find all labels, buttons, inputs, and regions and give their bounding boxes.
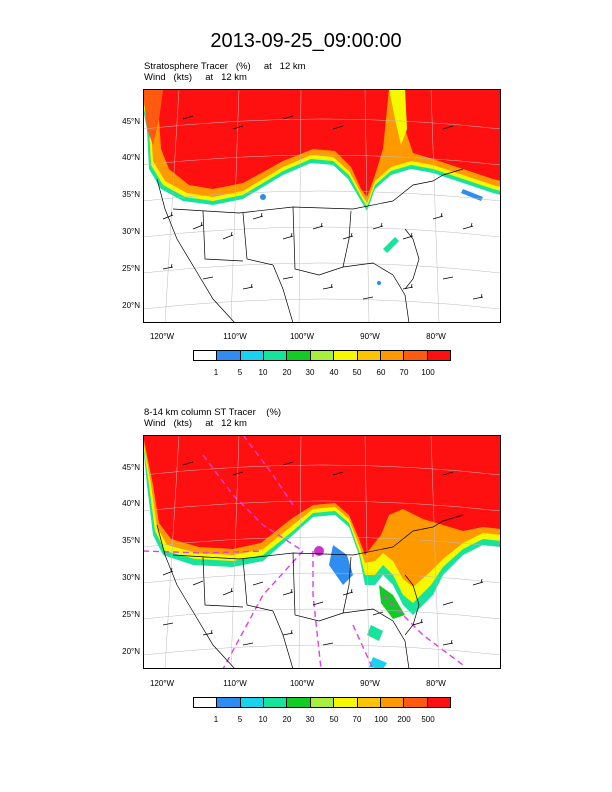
tracer-speck — [260, 194, 266, 200]
panel1-lat-20: 20°N — [122, 301, 140, 310]
panel1-cb-label: 100 — [421, 368, 435, 377]
panel2-lat-25: 25°N — [122, 610, 140, 619]
panel1-cb-label: 60 — [376, 368, 386, 377]
panel1-lon-90: 90°W — [360, 332, 380, 341]
panel2-lat-35: 35°N — [122, 536, 140, 545]
tracer-core — [159, 89, 389, 197]
panel1-lon-120: 120°W — [149, 332, 175, 341]
panel2-lat-40: 40°N — [122, 499, 140, 508]
panel2-colorbar — [193, 697, 451, 708]
panel1-cb-label: 50 — [352, 368, 362, 377]
panel1-colorbar — [193, 350, 451, 361]
panel1-cb-label: 10 — [258, 368, 268, 377]
panel1-cb-label: 70 — [399, 368, 409, 377]
ozone-contours — [143, 435, 464, 669]
graticule — [143, 89, 501, 323]
panel2-lat-20: 20°N — [122, 647, 140, 656]
panel2-lon-90: 90°W — [360, 679, 380, 688]
panel1-lon-100: 100°W — [289, 332, 315, 341]
panel1-wind-label: Wind (kts) at 12 km — [144, 72, 247, 83]
wind-barbs — [162, 115, 484, 300]
panel2-map — [143, 435, 501, 669]
column-tracer-core — [143, 435, 501, 555]
panel1-lat-25: 25°N — [122, 264, 140, 273]
panel2-lon-110: 110°W — [223, 679, 247, 688]
panel2-cb-label: 5 — [237, 715, 243, 724]
panel2-wind-label: Wind (kts) at 12 km — [144, 418, 247, 429]
panel2-cb-label: 200 — [397, 715, 411, 724]
panel2-cb-label: 100 — [374, 715, 388, 724]
panel1-cb-label: 5 — [237, 368, 243, 377]
panel1-cb-label: 1 — [213, 368, 219, 377]
panel2-cb-label: 70 — [352, 715, 362, 724]
panel1-title: Stratosphere Tracer (%) at 12 km — [144, 61, 306, 72]
panel1-cb-label: 20 — [282, 368, 292, 377]
panel1-cb-label: 40 — [329, 368, 339, 377]
panel2-lon-120: 120°W — [149, 679, 175, 688]
panel2-cb-label: 500 — [421, 715, 435, 724]
panel1-lat-40: 40°N — [122, 153, 140, 162]
panel2-lon-80: 80°W — [426, 679, 446, 688]
figure-title: 2013-09-25_09:00:00 — [210, 30, 402, 52]
panel2-title: 8-14 km column ST Tracer (%) — [144, 407, 282, 418]
panel1-lon-80: 80°W — [426, 332, 446, 341]
panel1-lat-45: 45°N — [122, 117, 140, 126]
panel2-cb-label: 30 — [305, 715, 315, 724]
panel1-map — [143, 89, 501, 323]
panel1-lat-30: 30°N — [122, 227, 140, 236]
panel1-cb-label: 30 — [305, 368, 315, 377]
coastline — [156, 168, 464, 323]
panel2-lon-100: 100°W — [289, 679, 315, 688]
panel2-cb-label: 10 — [258, 715, 268, 724]
panel2-cb-label: 20 — [282, 715, 292, 724]
panel2-lat-45: 45°N — [122, 463, 140, 472]
panel2-cb-label: 50 — [329, 715, 339, 724]
panel1-lat-35: 35°N — [122, 190, 140, 199]
panel2-lat-30: 30°N — [122, 573, 140, 582]
panel1-lon-110: 110°W — [223, 332, 247, 341]
panel2-cb-label: 1 — [213, 715, 219, 724]
